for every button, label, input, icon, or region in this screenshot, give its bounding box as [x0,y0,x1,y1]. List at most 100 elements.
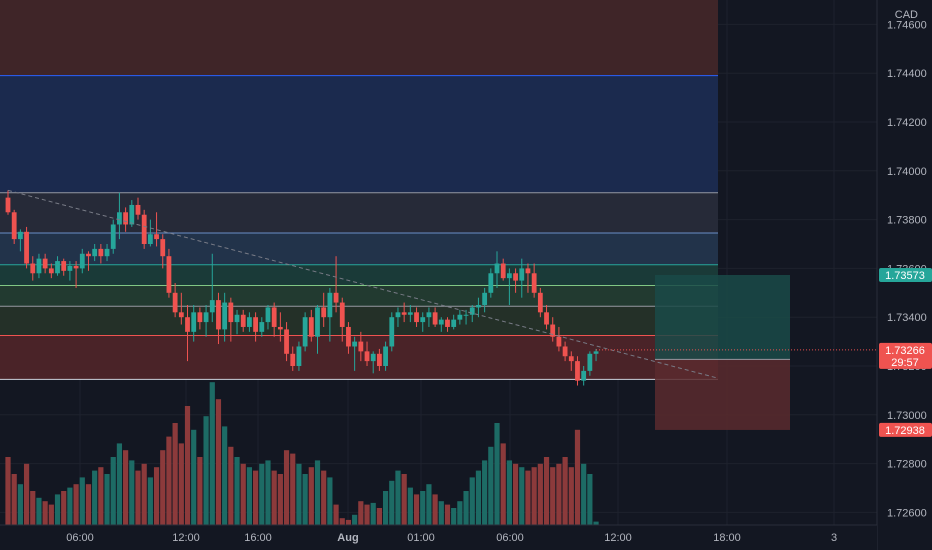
volume-bar [556,463,562,525]
candle-body [191,312,197,332]
candle-body [482,292,488,305]
candle-body [203,312,209,323]
volume-bar [593,521,599,525]
volume-bar [587,474,593,525]
volume-bar [104,474,110,525]
candle-body [327,292,333,318]
time-tick-label: Aug [337,532,358,544]
volume-bar [265,460,271,525]
candles [5,190,599,386]
candle-body [30,263,36,274]
candle-body [519,268,525,281]
volume-bar [302,474,308,525]
candle-body [358,341,364,352]
long-position-tool[interactable] [655,274,790,430]
volume-bar [17,484,23,525]
volume-bar [246,467,253,525]
volume-bar [382,491,389,525]
zone-band [0,285,718,307]
candle-body [395,312,401,318]
candle-body [525,268,531,274]
volume-bar [234,457,240,525]
volume-bar [240,463,246,525]
candle-body [339,302,345,327]
volume-bar [98,467,104,525]
candle-body [11,212,17,240]
candle-body [24,231,29,264]
candle-body [86,253,91,257]
candle-body [383,346,388,366]
time-tick-label: 18:00 [713,532,741,544]
volume-bar [438,501,444,525]
volume-bar [85,484,92,525]
candle-body [123,212,129,225]
volume-bar [178,443,184,525]
volume-bar [370,502,376,525]
candle-body [110,224,116,249]
volume-bar [30,491,36,525]
volume-bar [525,470,531,525]
zone-band [0,306,718,336]
volume-bar [457,501,463,525]
volume-bar [543,457,550,525]
volume-bar [389,480,395,525]
volume-bar [203,416,209,525]
price-tick-label: 1.73400 [887,312,927,324]
price-tick-label: 1.74200 [887,117,927,129]
time-axis[interactable]: 06:00 12:00 16:00 Aug 01:00 06:00 12:00 18:00 3 [0,524,877,550]
candle-body [321,307,327,318]
volume-bar [42,501,48,525]
zone-band [0,192,718,234]
candle-body [234,314,240,323]
candle-body [129,204,135,225]
volume-bar [296,463,302,525]
volume-bar [482,460,488,525]
candle-body [61,261,67,271]
volume-bar [568,467,574,525]
volume-bar [73,484,79,525]
current-price-tag-label: 1.73266 [885,345,925,357]
volume-bars [5,382,599,525]
time-tick-label: 12:00 [172,532,200,544]
volume-bar [290,453,296,525]
candle-body [228,302,234,323]
candle-body [308,317,314,337]
candle-body [550,324,556,337]
position-stop-zone [655,359,790,430]
candle-body [469,307,475,315]
volume-bar [36,497,42,525]
candle-body [451,319,457,327]
volume-bar [215,399,222,525]
volume-bar [283,450,290,525]
volume-bar [395,470,401,525]
candle-body [494,263,500,274]
volume-bar [308,467,314,525]
volume-bar [184,406,191,525]
candle-body [556,336,562,347]
zone-band [0,75,718,193]
volume-bar [314,460,321,525]
candle-body [500,263,506,279]
volume-bar [110,457,116,525]
candle-body [209,300,215,313]
candle-body [488,273,494,293]
volume-bar [519,467,525,525]
volume-bar [228,446,234,525]
candle-body [48,268,54,274]
volume-bar [352,514,358,525]
time-tick-label: 3 [831,532,837,544]
candle-body [302,317,308,347]
volume-bar [23,463,30,525]
candle-body [67,265,73,271]
zone-band [0,0,718,76]
candle-body [271,307,277,327]
candle-body [147,234,153,244]
volume-bar [222,426,228,525]
candle-body [141,214,147,244]
candle-body [401,312,407,315]
volume-bar [61,491,67,525]
volume-bar [426,484,432,525]
volume-bar [364,504,370,525]
volume-bar [469,477,475,525]
